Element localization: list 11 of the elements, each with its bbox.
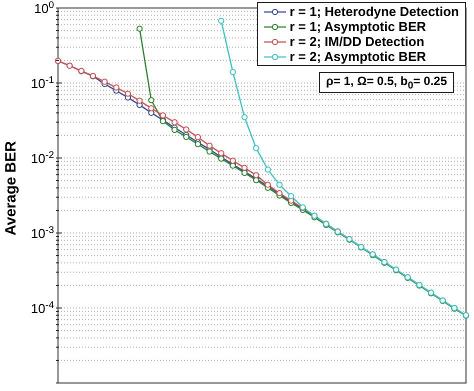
y-tick-label: 10$^{-3}$ [30,224,54,241]
y-tick-label: 10$^{-4}$ [30,300,55,316]
y-axis-title: Average BER [2,140,20,236]
legend-label: r = 1; Heterodyne Detection [290,4,459,19]
y-tick-label: 10$^{-2}$ [30,150,54,166]
legend-label: r = 2; IM/DD Detection [290,34,424,49]
legend-label: r = 1; Asymptotic BER [290,19,426,34]
y-tick-label: 10$^{0}$ [34,0,55,16]
annotation: ρ= 1, Ω= 0.5, b$_{0}$= 0.25 [318,72,454,94]
legend-label: r = 2; Asymptotic BER [290,49,426,64]
y-tick-label: 10$^{-1}$ [30,74,54,91]
